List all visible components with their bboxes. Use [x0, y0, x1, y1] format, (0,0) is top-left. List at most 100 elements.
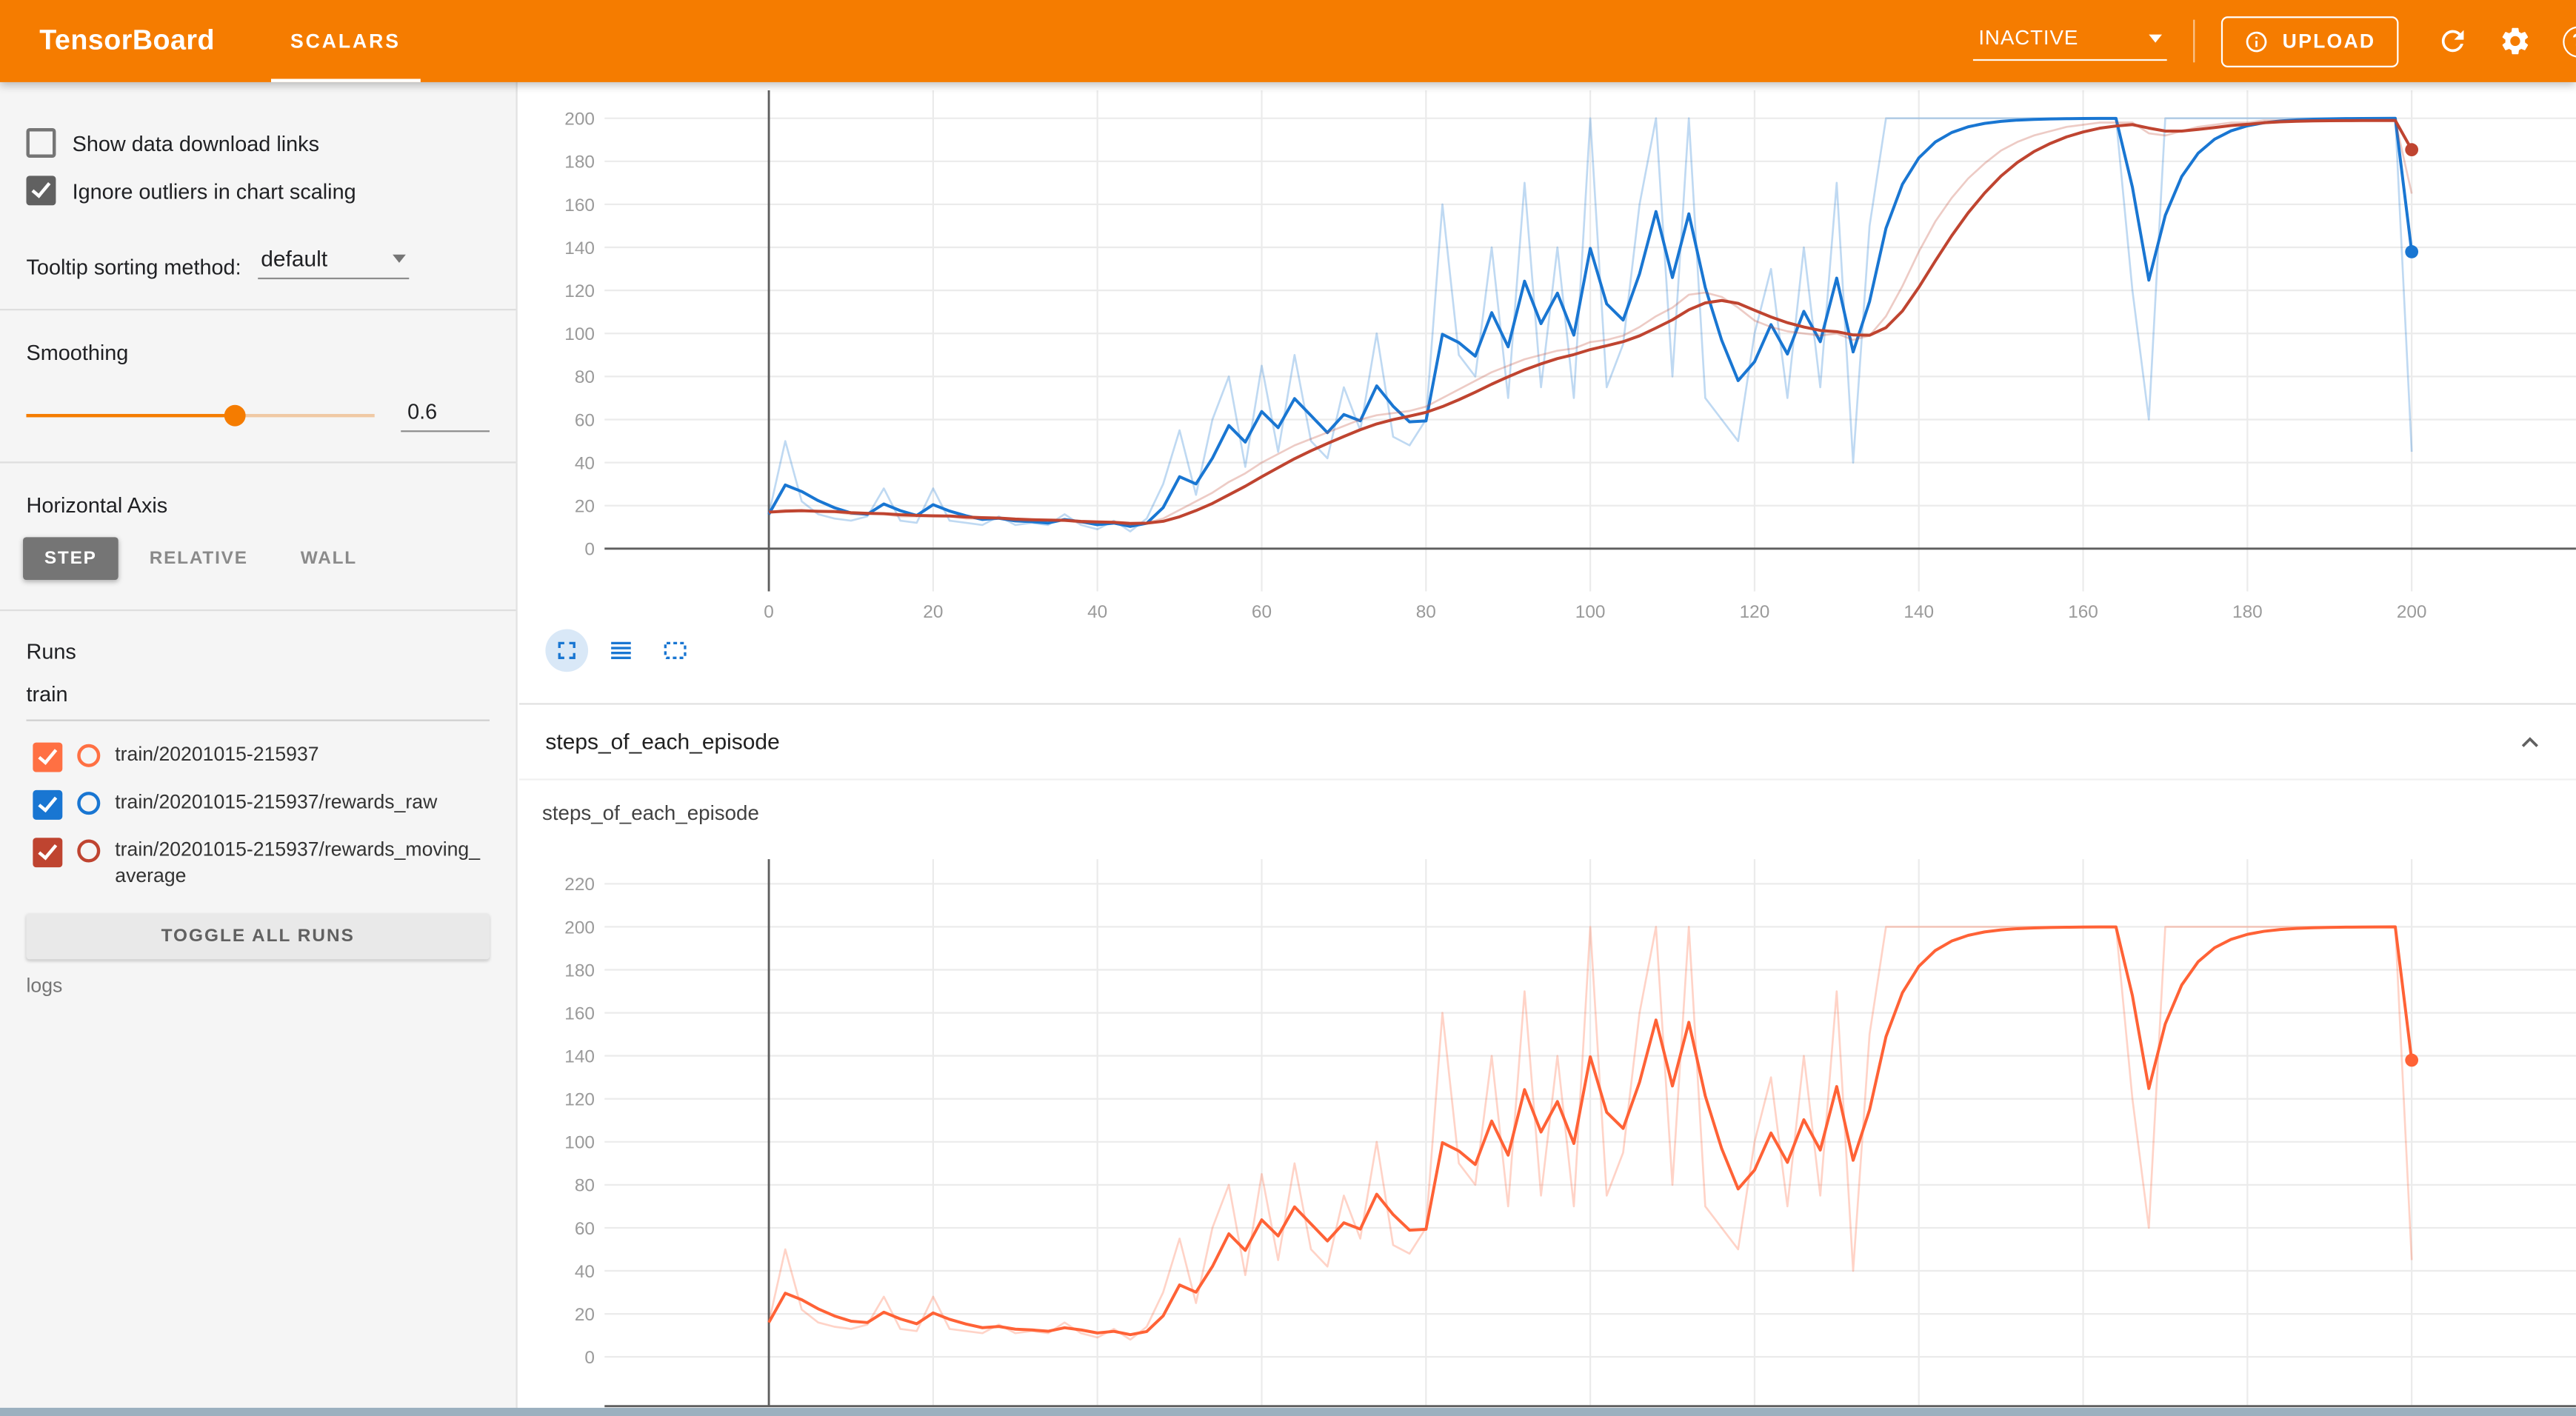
app-logo[interactable]: TensorBoard: [39, 24, 215, 56]
runs-filter-input[interactable]: [26, 669, 490, 721]
tooltip-sorting-dropdown[interactable]: default: [257, 244, 409, 280]
svg-text:0: 0: [584, 1348, 595, 1368]
svg-text:200: 200: [564, 110, 595, 130]
svg-text:0: 0: [764, 602, 774, 622]
svg-text:80: 80: [1416, 602, 1436, 622]
app-header: TensorBoard SCALARS INACTIVE UPLOAD: [0, 0, 2576, 82]
show-download-links-label: Show data download links: [72, 130, 320, 156]
smoothing-slider-knob[interactable]: [224, 404, 247, 426]
run-label: train/20201015-215937/rewards_raw: [115, 789, 438, 813]
toggle-all-runs-button[interactable]: TOGGLE ALL RUNS: [26, 913, 490, 960]
help-icon[interactable]: ?: [2558, 21, 2576, 61]
run-row[interactable]: train/20201015-215937/rewards_raw: [0, 781, 515, 828]
smoothing-value-field[interactable]: 0.6: [401, 398, 490, 433]
svg-text:180: 180: [564, 153, 595, 173]
run-color-circle: [77, 839, 101, 863]
svg-text:160: 160: [564, 196, 595, 216]
info-icon: [2245, 29, 2269, 53]
horizontal-axis-toggle-group: STEP RELATIVE WALL: [23, 537, 490, 580]
svg-text:180: 180: [564, 961, 595, 981]
chevron-down-icon: [392, 254, 406, 263]
sidebar-divider: [0, 609, 516, 612]
ignore-outliers-checkbox[interactable]: [26, 176, 56, 206]
horizontal-scrollbar[interactable]: [0, 1407, 2576, 1416]
header-actions: INACTIVE UPLOAD ?: [1973, 16, 2576, 67]
ignore-outliers-row[interactable]: Ignore outliers in chart scaling: [26, 176, 490, 206]
settings-sidebar: Show data download links Ignore outliers…: [0, 81, 518, 1416]
run-color-circle: [77, 792, 101, 815]
svg-text:200: 200: [2397, 602, 2427, 622]
tooltip-sorting-row: Tooltip sorting method: default: [26, 244, 490, 280]
svg-text:20: 20: [575, 1305, 595, 1325]
svg-text:120: 120: [564, 281, 595, 301]
svg-text:40: 40: [575, 1262, 595, 1282]
svg-text:40: 40: [575, 453, 595, 473]
runs-table-icon[interactable]: [600, 629, 643, 672]
settings-gear-icon[interactable]: [2495, 21, 2535, 61]
svg-text:80: 80: [575, 1176, 595, 1196]
fit-domain-icon[interactable]: [654, 629, 697, 672]
help-icon-glyph: ?: [2562, 25, 2576, 57]
show-download-links-row[interactable]: Show data download links: [26, 128, 490, 158]
svg-text:60: 60: [1252, 602, 1272, 622]
scalars-main: 0 20 40 60 80 100 120 140 160 180 200 0 20 40 60 80 100 1…: [518, 81, 2576, 1416]
svg-text:180: 180: [2232, 602, 2263, 622]
svg-text:60: 60: [575, 1219, 595, 1239]
axis-option-relative[interactable]: RELATIVE: [128, 537, 270, 580]
data-status-dropdown[interactable]: INACTIVE: [1973, 21, 2168, 61]
reward-chart-svg[interactable]: 0 20 40 60 80 100 120 140 160 180 200 0 20 40 60 80 100 1…: [522, 82, 2576, 624]
data-status-value: INACTIVE: [1978, 26, 2079, 50]
svg-text:100: 100: [1575, 602, 1606, 622]
tooltip-sorting-value: default: [261, 246, 328, 271]
svg-text:160: 160: [564, 1003, 595, 1023]
svg-text:0: 0: [584, 540, 595, 560]
header-divider: [2193, 19, 2196, 63]
sidebar-divider: [0, 461, 516, 464]
run-list: train/20201015-215937 train/20201015-2159…: [0, 732, 515, 897]
svg-text:140: 140: [564, 1047, 595, 1067]
svg-text:100: 100: [564, 1133, 595, 1153]
axis-option-step[interactable]: STEP: [23, 537, 119, 580]
runs-label: Runs: [26, 638, 76, 664]
svg-text:160: 160: [2068, 602, 2098, 622]
upload-button[interactable]: UPLOAD: [2221, 16, 2399, 67]
svg-text:40: 40: [1087, 602, 1107, 622]
run-label: train/20201015-215937/rewards_moving_ave…: [115, 838, 481, 886]
smoothing-label: Smoothing: [26, 340, 129, 365]
sidebar-divider: [0, 309, 516, 311]
chart-title: steps_of_each_episode: [541, 801, 759, 825]
svg-text:60: 60: [575, 410, 595, 430]
run-row[interactable]: train/20201015-215937/rewards_moving_ave…: [0, 828, 515, 898]
smoothing-slider-row: 0.6: [26, 398, 490, 433]
run-checkbox[interactable]: [33, 742, 63, 772]
svg-text:200: 200: [564, 918, 595, 938]
chart-toolbar: [545, 629, 696, 672]
logs-label: logs: [26, 974, 63, 998]
tag-group-title: steps_of_each_episode: [545, 729, 780, 755]
axis-option-wall[interactable]: WALL: [279, 537, 378, 580]
svg-text:80: 80: [575, 367, 595, 387]
tag-group-header[interactable]: steps_of_each_episode: [518, 703, 2576, 781]
run-row[interactable]: train/20201015-215937: [0, 732, 515, 780]
run-checkbox[interactable]: [33, 789, 63, 820]
steps-chart-svg[interactable]: 0 20 40 60 80 100 120 140 160 180 200 220: [522, 846, 2576, 1416]
show-download-links-checkbox[interactable]: [26, 128, 56, 158]
chevron-down-icon: [2149, 33, 2163, 42]
svg-text:120: 120: [1740, 602, 1770, 622]
fullscreen-icon[interactable]: [545, 629, 589, 672]
svg-text:140: 140: [564, 238, 595, 258]
upload-button-label: UPLOAD: [2282, 29, 2376, 53]
refresh-icon[interactable]: [2433, 21, 2472, 61]
run-label: train/20201015-215937: [115, 742, 319, 766]
svg-text:20: 20: [575, 497, 595, 517]
svg-text:100: 100: [564, 324, 595, 344]
horizontal-axis-label: Horizontal Axis: [26, 492, 168, 518]
smoothing-slider[interactable]: [26, 404, 375, 426]
run-checkbox[interactable]: [33, 838, 63, 868]
svg-text:20: 20: [923, 602, 943, 622]
chevron-up-icon[interactable]: [2510, 722, 2549, 761]
svg-text:140: 140: [1903, 602, 1934, 622]
tab-scalars[interactable]: SCALARS: [247, 0, 443, 82]
svg-text:120: 120: [564, 1090, 595, 1110]
